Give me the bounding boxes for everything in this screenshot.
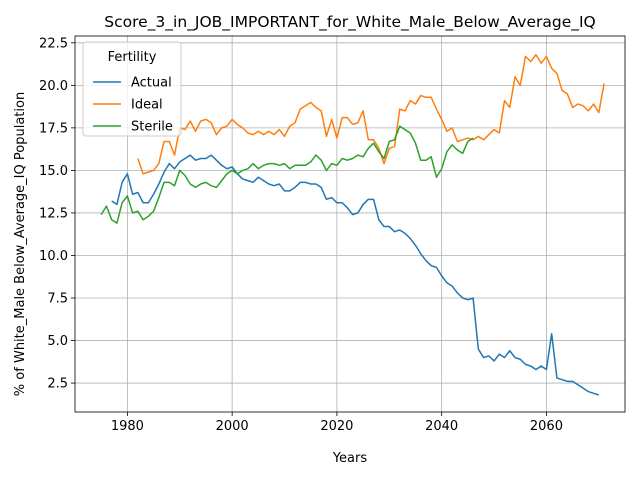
series-line-actual — [111, 154, 600, 396]
y-tick-label: 5.0 — [47, 334, 68, 349]
legend-label-sterile: Sterile — [131, 120, 173, 135]
plot-frame — [74, 35, 626, 413]
x-tick-label: 2020 — [320, 419, 353, 434]
y-tick-label: 7.5 — [47, 292, 68, 307]
series-lines — [100, 53, 605, 396]
chart-title: Score_3_in_JOB_IMPORTANT_for_White_Male_… — [104, 13, 596, 32]
y-tick-label: 17.5 — [39, 121, 68, 136]
legend: Fertility Actual Ideal Sterile — [82, 41, 182, 137]
y-tick-label: 10.0 — [39, 249, 68, 264]
y-tick-label: 12.5 — [39, 206, 68, 221]
legend-label-ideal: Ideal — [131, 98, 163, 113]
series-line-ideal — [137, 53, 605, 175]
x-tick-label: 2060 — [530, 419, 563, 434]
y-tick-label: 22.5 — [39, 36, 68, 51]
x-tick-label: 2000 — [216, 419, 249, 434]
legend-box — [82, 41, 182, 137]
legend-title: Fertility — [108, 50, 157, 65]
x-tick-label: 1980 — [111, 419, 144, 434]
series-line-sterile — [100, 125, 474, 224]
y-tick-label: 15.0 — [39, 164, 68, 179]
y-tick-label: 2.5 — [47, 377, 68, 392]
legend-label-actual: Actual — [131, 76, 172, 91]
x-tick-label: 2040 — [425, 419, 458, 434]
y-tick-label: 20.0 — [39, 79, 68, 94]
axis-ticks: 1980 2000 2020 2040 2060 2.5 5.0 7.5 10.0 12.5 15.… — [39, 36, 563, 434]
y-axis-label: % of White_Male Below_Average_IQ Populat… — [13, 92, 28, 396]
x-axis-label: Years — [332, 451, 368, 466]
